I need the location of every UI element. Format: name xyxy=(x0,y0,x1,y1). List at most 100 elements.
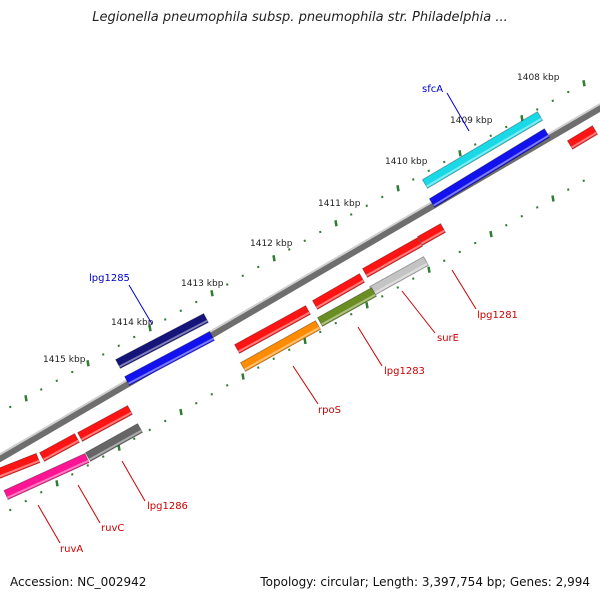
outer-tick-mark xyxy=(489,134,492,137)
gene-ruvC-label: ruvC xyxy=(101,523,124,534)
inner-tick-mark xyxy=(427,266,431,273)
inner-tick-mark xyxy=(505,223,508,227)
inner-tick-mark xyxy=(381,295,384,298)
genome-summary: Topology: circular; Length: 3,397,754 bp… xyxy=(260,575,590,589)
outer-tick-mark xyxy=(24,395,28,402)
gene-rpoS-leader xyxy=(292,365,319,405)
inner-tick-mark xyxy=(210,393,213,396)
inner-tick-mark xyxy=(551,195,555,202)
inner-tick-mark xyxy=(40,490,43,494)
inner-tick-mark xyxy=(567,188,570,191)
accession-label: Accession: NC_002942 xyxy=(10,575,147,589)
outer-tick-mark xyxy=(443,160,446,164)
gene-lpg1285-blue[interactable] xyxy=(124,331,215,386)
outer-tick-mark xyxy=(179,309,182,312)
gene-sfcA[interactable] xyxy=(421,111,544,189)
outer-tick-mark xyxy=(365,204,368,207)
gene-upper-a[interactable] xyxy=(362,237,423,278)
gene-rpoS-label: rpoS xyxy=(318,405,341,416)
outer-tick-mark xyxy=(148,325,152,332)
gene-lpg1286-label: lpg1286 xyxy=(147,501,188,512)
outer-tick-mark xyxy=(241,274,244,277)
gene-ruvA-label: ruvA xyxy=(60,544,83,555)
gene-upper-c[interactable] xyxy=(311,273,366,310)
inner-tick-mark xyxy=(55,480,59,487)
gene-lpg1286[interactable] xyxy=(85,423,143,462)
outer-tick-mark xyxy=(272,255,276,262)
inner-tick-mark xyxy=(288,348,291,352)
gene-lpg1286-leader xyxy=(121,460,146,502)
outer-tick-mark xyxy=(536,108,539,111)
outer-tick-row xyxy=(9,80,586,409)
kbp-label: 1413 kbp xyxy=(181,279,224,289)
outer-tick-mark xyxy=(303,239,306,242)
outer-tick-mark xyxy=(582,80,586,87)
outer-tick-mark xyxy=(288,248,291,251)
inner-tick-mark xyxy=(179,408,183,416)
gene-lpg1281-leader xyxy=(451,269,477,310)
inner-tick-mark xyxy=(102,455,105,458)
kbp-label: 1412 kbp xyxy=(250,239,293,249)
gene-upper-f-highlight xyxy=(42,439,79,461)
gene-lpg1283[interactable] xyxy=(317,287,377,327)
gene-upper-f[interactable] xyxy=(39,433,80,462)
gene-lpg1283-highlight xyxy=(320,293,376,326)
outer-tick-mark xyxy=(319,230,322,234)
gene-blue-right-highlight xyxy=(433,134,550,207)
inner-tick-mark xyxy=(226,384,229,387)
gene-surE-highlight xyxy=(372,262,428,295)
gene-rpoS[interactable] xyxy=(240,320,321,372)
kbp-label: 1411 kbp xyxy=(318,199,361,209)
outer-tick-mark xyxy=(164,318,167,321)
kbp-label: 1414 kbp xyxy=(111,318,154,328)
kbp-label: 1408 kbp xyxy=(517,73,560,83)
gene-lpg1285-dark[interactable] xyxy=(115,313,209,369)
feature-sfcA-label: sfcA xyxy=(422,84,443,95)
kbp-label: 1409 kbp xyxy=(450,116,493,126)
inner-tick-mark xyxy=(396,286,399,289)
outer-tick-mark xyxy=(396,185,400,192)
gene-lpg1285-blue-highlight xyxy=(127,337,214,385)
inner-tick-mark xyxy=(365,302,369,309)
gene-blue-right[interactable] xyxy=(428,128,551,208)
feature-lpg1285-leader xyxy=(128,284,153,325)
kbp-label: 1415 kbp xyxy=(43,355,86,365)
gene-lpg1286-highlight xyxy=(88,429,142,461)
gene-upper-a-highlight xyxy=(365,243,422,277)
genome-title: Legionella pneumophila subsp. pneumophil… xyxy=(92,10,508,25)
outer-tick-mark xyxy=(195,300,198,304)
outer-tick-mark xyxy=(86,360,90,367)
gene-upper-d-highlight xyxy=(237,311,310,353)
inner-tick-mark xyxy=(133,437,136,441)
outer-tick-mark xyxy=(133,335,136,339)
outer-tick-mark xyxy=(350,213,353,216)
gene-upper-d[interactable] xyxy=(234,305,311,354)
gene-upper-b[interactable] xyxy=(416,223,447,246)
inner-tick-mark xyxy=(117,444,121,451)
inner-tick-mark xyxy=(24,499,27,503)
gene-features[interactable] xyxy=(0,111,599,501)
outer-tick-mark xyxy=(40,388,43,391)
outer-tick-mark xyxy=(210,290,214,297)
kbp-scale-labels: 1408 kbp 1409 kbp 1410 kbp 1411 kbp 1412 kbp… xyxy=(43,73,560,365)
gene-lpg1285-dark-highlight xyxy=(118,319,208,368)
gene-ruvC[interactable] xyxy=(3,452,90,501)
inner-tick-mark xyxy=(164,419,167,423)
outer-tick-mark xyxy=(71,370,74,374)
inner-tick-mark xyxy=(582,179,585,182)
gene-upper-b-highlight xyxy=(420,229,445,245)
outer-tick-mark xyxy=(55,379,58,382)
kbp-label: 1410 kbp xyxy=(385,157,428,167)
gene-upper-edge[interactable] xyxy=(566,125,599,150)
outer-tick-mark xyxy=(334,220,338,227)
gene-upper-e[interactable] xyxy=(77,405,133,442)
gene-ruvA-leader xyxy=(37,504,61,544)
outer-tick-mark xyxy=(474,143,477,146)
inner-tick-mark xyxy=(443,259,446,263)
gene-upper-g[interactable] xyxy=(0,452,41,479)
outer-tick-mark xyxy=(567,90,570,94)
inner-tick-mark xyxy=(489,230,493,238)
inner-tick-mark xyxy=(195,401,198,405)
outer-tick-mark xyxy=(427,169,430,172)
gene-rpoS-highlight xyxy=(243,326,320,371)
